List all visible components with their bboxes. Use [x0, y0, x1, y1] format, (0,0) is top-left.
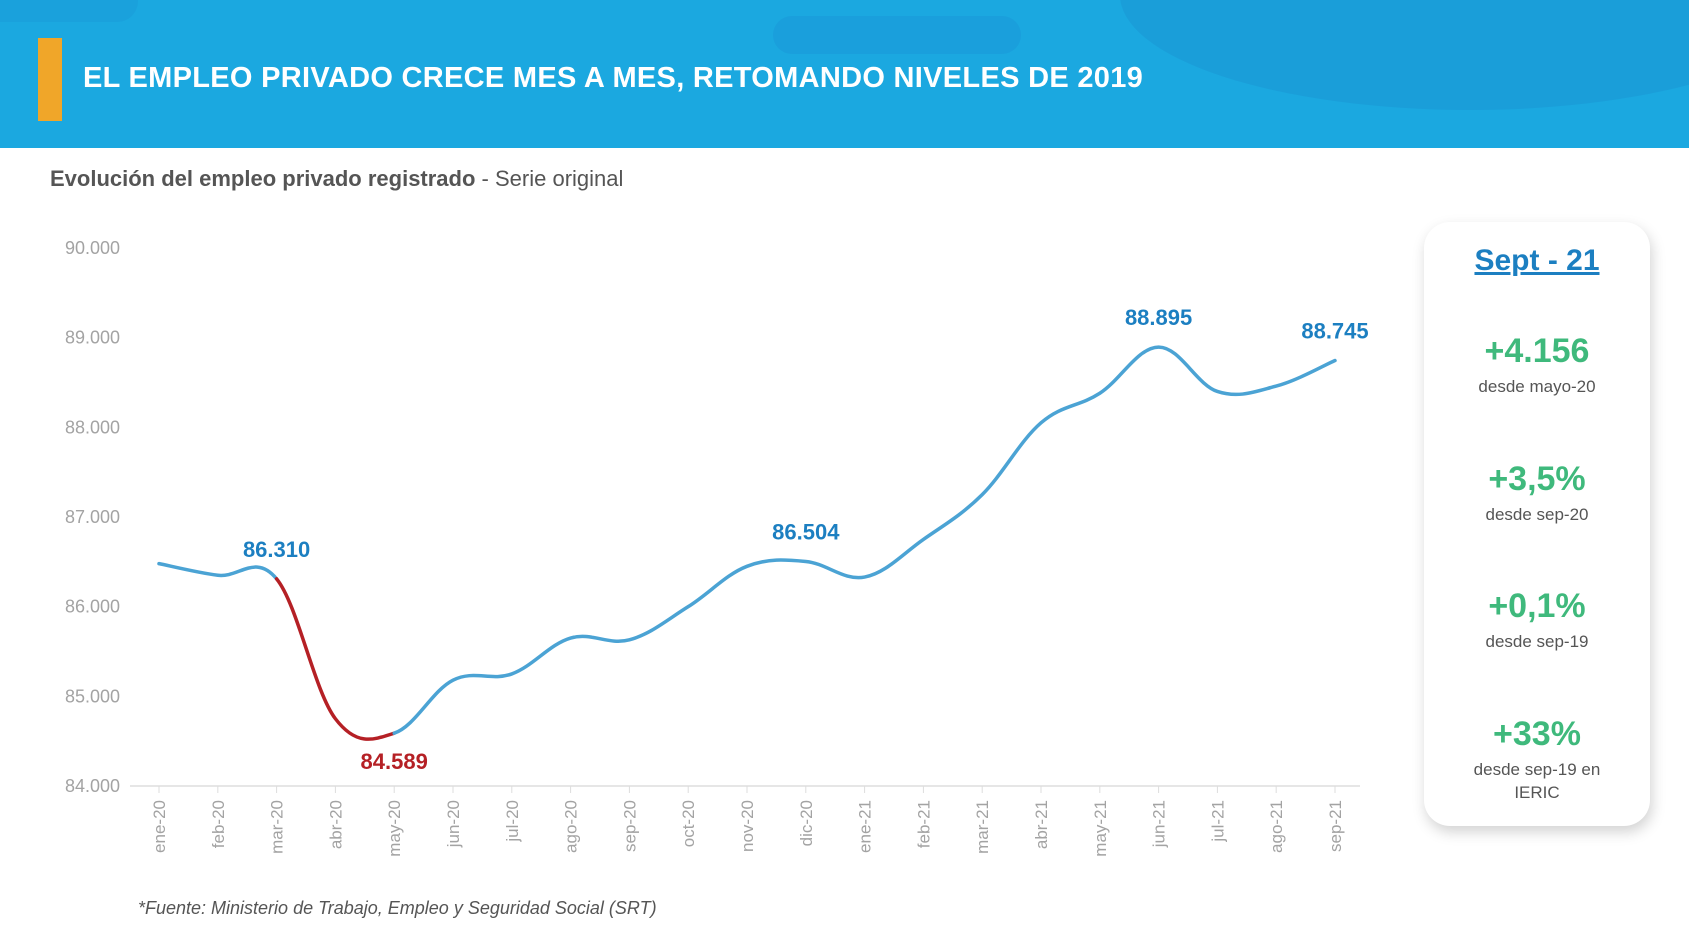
stat-value: +4.156 — [1484, 332, 1590, 370]
x-tick-label: sep-21 — [1326, 800, 1345, 852]
page-title: EL EMPLEO PRIVADO CRECE MES A MES, RETOM… — [83, 62, 1144, 94]
stat-desc: desde sep-19 — [1485, 632, 1589, 651]
y-tick-label: 90.000 — [65, 238, 120, 258]
x-tick-label: jul-21 — [1208, 800, 1227, 843]
data-label: 84.589 — [361, 749, 428, 774]
x-tick-label: ago-20 — [562, 800, 581, 853]
x-tick-label: abr-20 — [326, 800, 345, 849]
y-tick-label: 88.000 — [65, 417, 120, 437]
data-label: 86.504 — [772, 519, 840, 544]
x-tick-label: may-20 — [385, 800, 404, 857]
y-tick-label: 87.000 — [65, 507, 120, 527]
header-accent-bar — [38, 38, 62, 121]
x-tick-label: jul-20 — [503, 800, 522, 843]
stat-item: +4.156 desde mayo-20 — [1424, 332, 1650, 398]
x-tick-label: sep-20 — [620, 800, 639, 852]
x-tick-label: ene-20 — [150, 800, 169, 853]
chart-subtitle: Evolución del empleo privado registrado … — [50, 166, 623, 192]
y-tick-label: 85.000 — [65, 686, 120, 706]
stat-item: +33% desde sep-19 en IERIC — [1424, 715, 1650, 804]
x-tick-label: oct-20 — [679, 800, 698, 847]
data-label: 88.895 — [1125, 305, 1192, 330]
y-tick-label: 86.000 — [65, 597, 120, 617]
chart-subtitle-bold: Evolución del empleo privado registrado — [50, 166, 476, 191]
x-tick-label: jun-21 — [1150, 800, 1169, 848]
data-label: 88.745 — [1301, 319, 1368, 344]
series-line-decline — [274, 577, 396, 741]
x-tick-label: nov-20 — [738, 800, 757, 852]
stat-item: +3,5% desde sep-20 — [1424, 460, 1650, 526]
y-tick-label: 84.000 — [65, 776, 120, 796]
stat-item: +0,1% desde sep-19 — [1424, 587, 1650, 653]
source-note: *Fuente: Ministerio de Trabajo, Empleo y… — [138, 898, 657, 918]
y-tick-label: 89.000 — [65, 328, 120, 348]
chart-subtitle-rest: - Serie original — [475, 166, 624, 191]
header-banner: EL EMPLEO PRIVADO CRECE MES A MES, RETOM… — [0, 0, 1689, 148]
series-line-pre-decline — [157, 561, 279, 581]
stat-value: +0,1% — [1488, 587, 1586, 625]
header-decoration — [773, 16, 1021, 54]
stat-value: +3,5% — [1488, 460, 1586, 498]
x-tick-label: ago-21 — [1267, 800, 1286, 853]
x-tick-label: feb-21 — [914, 800, 933, 848]
x-tick-label: mar-21 — [973, 800, 992, 854]
header-decoration — [0, 0, 138, 22]
x-tick-label: mar-20 — [268, 800, 287, 854]
x-tick-label: dic-20 — [797, 800, 816, 846]
line-chart: 90.000 89.000 88.000 87.000 86.000 85.000 84.0… — [65, 238, 1369, 857]
series-line-recovery — [392, 345, 1337, 735]
stat-desc: desde mayo-20 — [1478, 377, 1596, 396]
x-tick-label: feb-20 — [209, 800, 228, 848]
data-label: 86.310 — [243, 537, 310, 562]
x-tick-label: ene-21 — [856, 800, 875, 853]
stat-desc: desde sep-20 — [1485, 505, 1589, 524]
summary-panel: Sept - 21 +4.156 desde mayo-20 +3,5% des… — [1424, 222, 1650, 826]
x-tick-label: may-21 — [1091, 800, 1110, 857]
panel-title: Sept - 21 — [1474, 244, 1600, 277]
x-tick-label: jun-20 — [444, 800, 463, 848]
header-decoration — [1120, 0, 1689, 110]
stat-value: +33% — [1493, 715, 1581, 753]
x-tick-label: abr-21 — [1032, 800, 1051, 849]
stat-desc: desde sep-19 en IERIC — [1473, 760, 1601, 802]
